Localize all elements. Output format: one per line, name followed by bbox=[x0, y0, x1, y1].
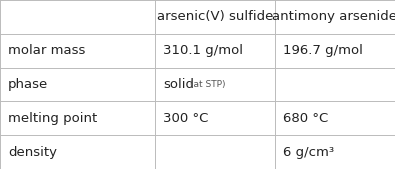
Text: density: density bbox=[8, 146, 57, 159]
Text: 680 °C: 680 °C bbox=[283, 112, 328, 125]
Text: 6 g/cm³: 6 g/cm³ bbox=[283, 146, 334, 159]
Text: 310.1 g/mol: 310.1 g/mol bbox=[163, 44, 243, 57]
Text: molar mass: molar mass bbox=[8, 44, 85, 57]
Text: solid: solid bbox=[163, 78, 194, 91]
Text: 196.7 g/mol: 196.7 g/mol bbox=[283, 44, 363, 57]
Text: arsenic(V) sulfide: arsenic(V) sulfide bbox=[157, 10, 273, 23]
Text: 300 °C: 300 °C bbox=[163, 112, 209, 125]
Text: phase: phase bbox=[8, 78, 48, 91]
Text: melting point: melting point bbox=[8, 112, 97, 125]
Text: antimony arsenide: antimony arsenide bbox=[273, 10, 395, 23]
Text: (at STP): (at STP) bbox=[190, 80, 226, 89]
